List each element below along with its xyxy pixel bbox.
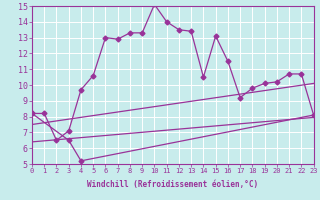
X-axis label: Windchill (Refroidissement éolien,°C): Windchill (Refroidissement éolien,°C) [87,180,258,189]
